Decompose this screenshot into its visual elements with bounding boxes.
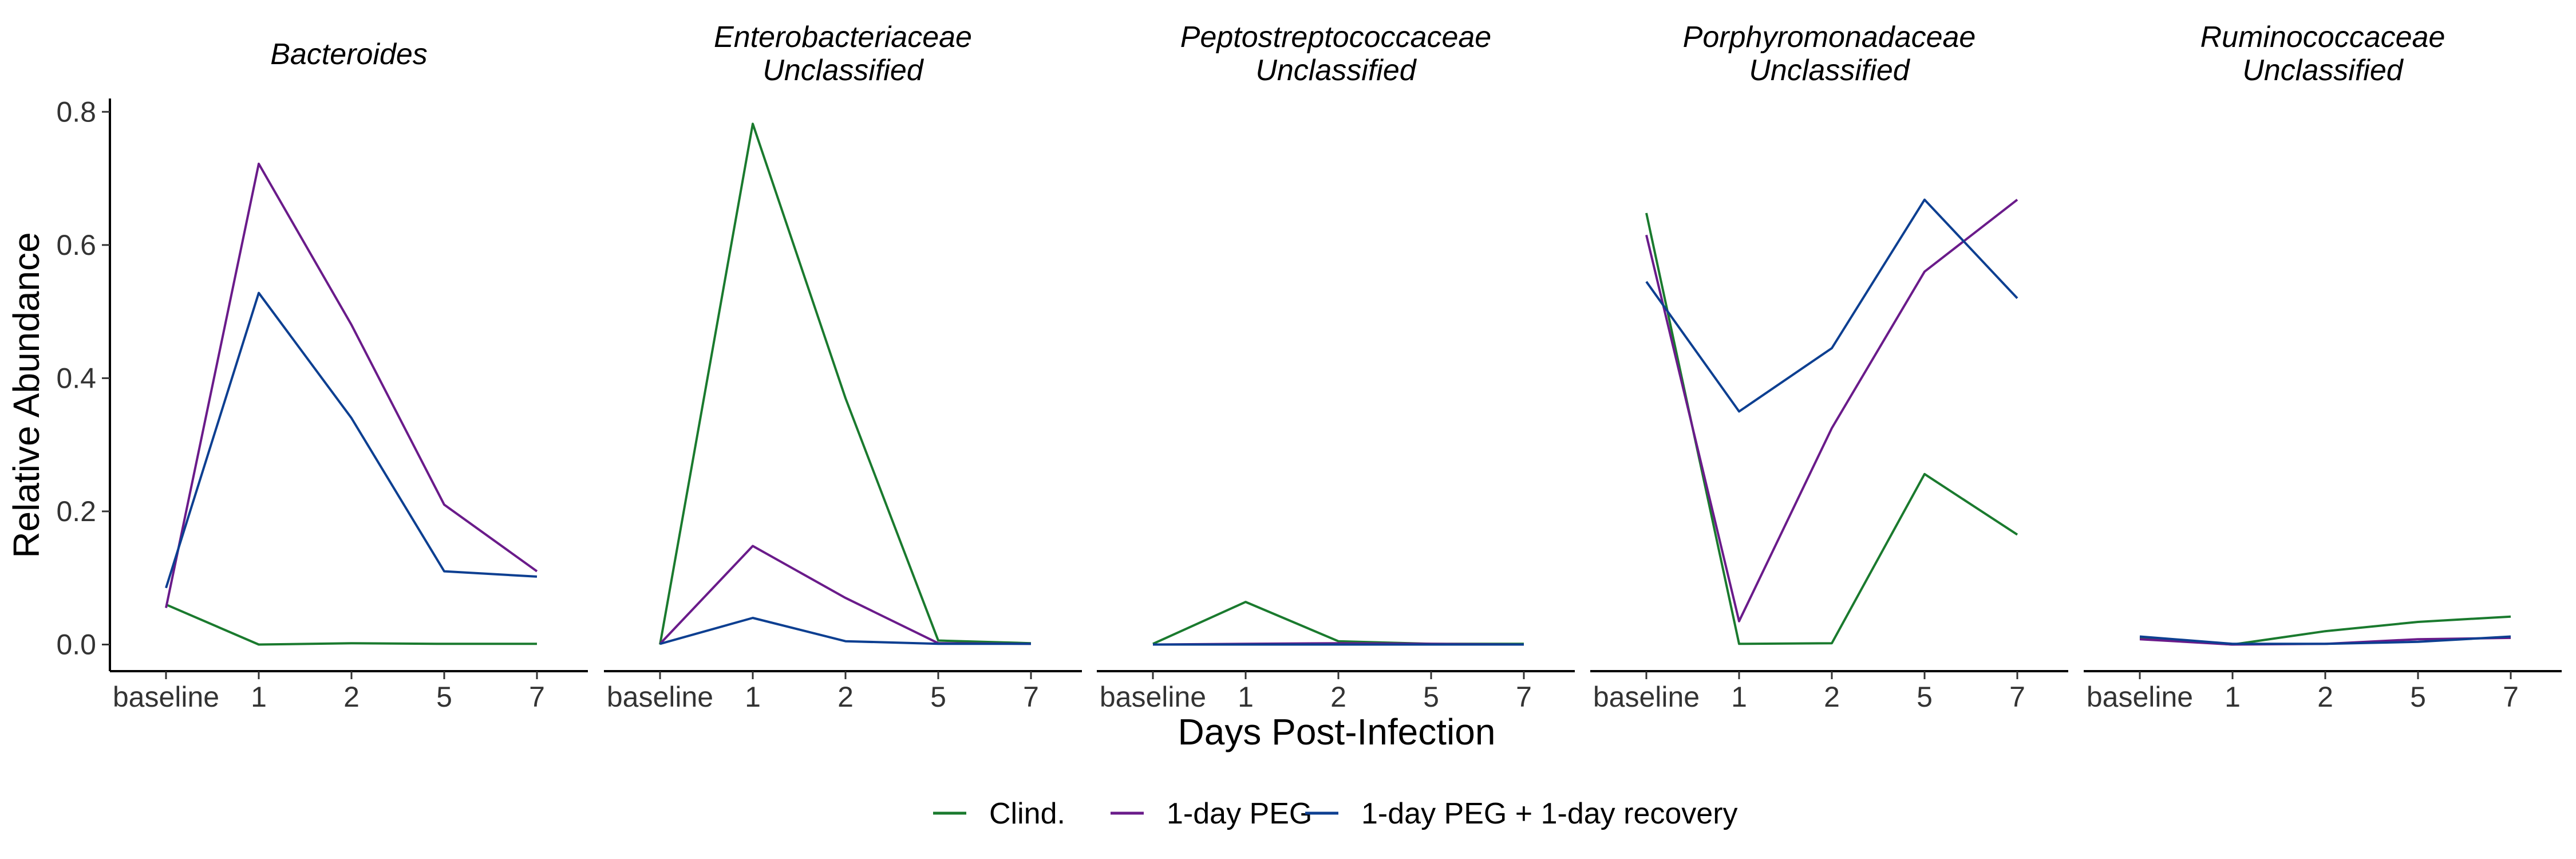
series-line: [1645, 212, 2018, 645]
x-tick-label: 5: [930, 681, 946, 713]
panel-title: Unclassified: [2242, 54, 2404, 87]
x-tick-label: 7: [2503, 681, 2519, 713]
panel: Bacteroides baseline 1 2 5 7 0.0 0.2 0.4 0.6 0.8: [56, 38, 588, 713]
y-tick-label: 0.2: [56, 495, 96, 527]
x-tick-label: 5: [436, 681, 452, 713]
panel-title: Unclassified: [1255, 54, 1417, 87]
y-axis-title: Relative Abundance: [6, 232, 47, 558]
x-tick-label: baseline: [1593, 681, 1700, 713]
panel-title: Enterobacteriaceae: [714, 21, 972, 54]
panel-title: Ruminococcaceae: [2200, 21, 2445, 54]
x-tick-label: 2: [837, 681, 854, 713]
series-line: [1645, 199, 2018, 622]
x-tick-label: 7: [529, 681, 545, 713]
panel-title: Bacteroides: [270, 38, 428, 71]
x-tick-label: 7: [1023, 681, 1039, 713]
x-tick-label: baseline: [607, 681, 713, 713]
series-line: [1152, 601, 1524, 645]
y-tick-label: 0.6: [56, 229, 96, 261]
x-tick-label: 1: [1731, 681, 1747, 713]
x-axis-title: Days Post-Infection: [1178, 711, 1496, 752]
series-line: [2139, 635, 2511, 645]
chart-panels: Bacteroides baseline 1 2 5 7 0.0 0.2 0.4 0.6 0.8 En…: [56, 21, 2562, 713]
x-tick-label: 1: [2225, 681, 2241, 713]
y-tick-label: 0.0: [56, 628, 96, 660]
legend-label: Clind.: [989, 797, 1065, 830]
panel-title: Unclassified: [762, 54, 924, 87]
x-tick-label: 5: [2410, 681, 2426, 713]
x-tick-label: 2: [343, 681, 359, 713]
series-line: [165, 163, 538, 608]
series-line: [165, 291, 538, 589]
x-tick-label: baseline: [113, 681, 219, 713]
x-tick-label: 5: [1917, 681, 1933, 713]
y-tick-label: 0.4: [56, 362, 96, 394]
panel-title: Porphyromonadaceae: [1683, 21, 1976, 54]
x-tick-label: baseline: [1100, 681, 1206, 713]
x-tick-label: 2: [1330, 681, 1346, 713]
series-line: [165, 603, 537, 646]
series-line: [659, 617, 1031, 645]
panel-title: Unclassified: [1749, 54, 1910, 87]
y-tick-label: 0.8: [56, 96, 96, 128]
x-tick-label: baseline: [2087, 681, 2193, 713]
x-tick-label: 2: [2317, 681, 2333, 713]
x-tick-label: 5: [1423, 681, 1439, 713]
legend-label: 1-day PEG + 1-day recovery: [1361, 797, 1738, 830]
x-tick-label: 1: [745, 681, 761, 713]
panel-title: Peptostreptococcaceae: [1180, 21, 1491, 54]
x-tick-label: 7: [2009, 681, 2025, 713]
legend: Clind. 1-day PEG 1-day PEG + 1-day recover…: [933, 797, 1738, 830]
x-tick-label: 2: [1824, 681, 1840, 713]
x-tick-label: 1: [251, 681, 267, 713]
x-tick-label: 1: [1238, 681, 1254, 713]
x-tick-label: 7: [1516, 681, 1532, 713]
series-line: [1645, 198, 2018, 413]
legend-label: 1-day PEG: [1167, 797, 1312, 830]
series-line: [659, 123, 1032, 645]
